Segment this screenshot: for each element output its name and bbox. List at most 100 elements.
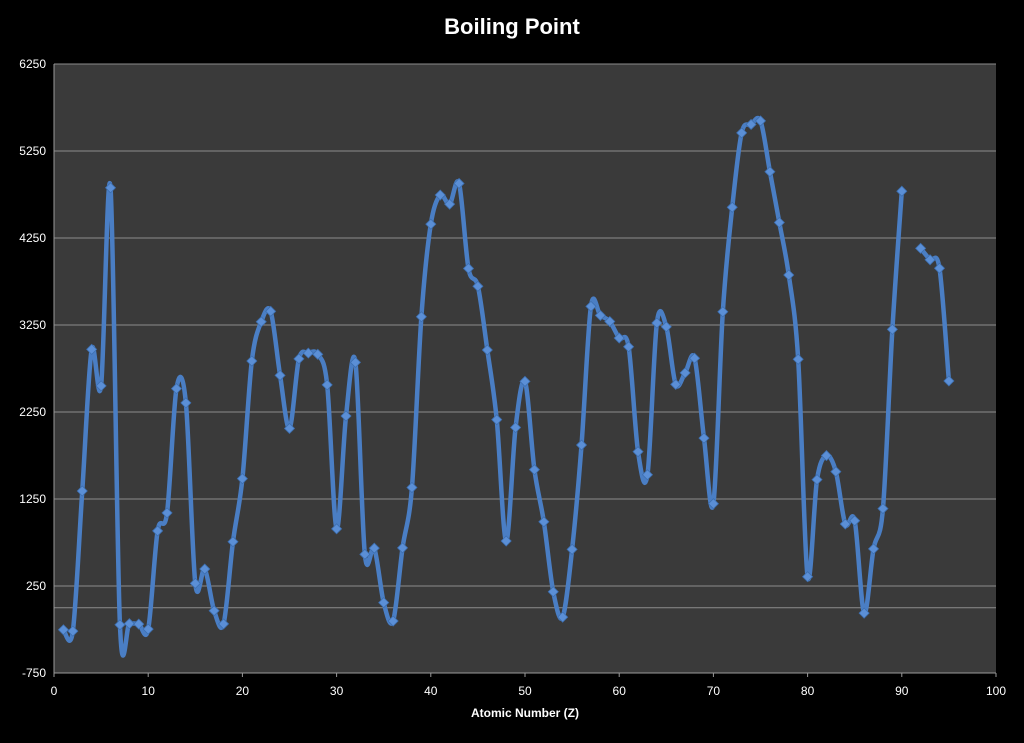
data-point bbox=[142, 623, 154, 635]
data-point bbox=[858, 607, 870, 619]
y-tick-label: 6250 bbox=[19, 57, 46, 71]
data-point bbox=[660, 321, 672, 333]
data-point bbox=[434, 189, 446, 201]
y-tick-label: 2250 bbox=[19, 405, 46, 419]
data-point bbox=[933, 262, 946, 274]
x-tick-label: 10 bbox=[142, 684, 156, 698]
data-point bbox=[924, 254, 936, 266]
data-point bbox=[283, 422, 296, 435]
data-point bbox=[726, 201, 738, 213]
data-point bbox=[378, 597, 390, 609]
data-point bbox=[86, 343, 98, 355]
data-point bbox=[349, 356, 362, 368]
y-tick-label: -750 bbox=[22, 666, 46, 680]
data-point bbox=[161, 507, 173, 519]
data-point bbox=[547, 586, 559, 598]
data-point bbox=[802, 571, 814, 583]
data-point bbox=[462, 262, 475, 275]
data-point bbox=[331, 523, 343, 535]
data-point bbox=[396, 542, 409, 554]
data-point bbox=[943, 375, 955, 387]
data-point bbox=[302, 347, 314, 359]
data-point bbox=[867, 543, 880, 555]
data-point bbox=[57, 624, 69, 636]
data-point bbox=[265, 305, 277, 317]
data-point bbox=[453, 177, 465, 190]
data-point bbox=[670, 378, 682, 390]
data-point bbox=[707, 498, 719, 510]
data-point bbox=[698, 432, 710, 444]
data-point bbox=[632, 446, 644, 458]
x-tick-label: 100 bbox=[986, 684, 1006, 698]
data-point bbox=[255, 316, 267, 328]
data-point bbox=[227, 536, 239, 548]
data-point bbox=[651, 317, 663, 329]
y-tick-label: 3250 bbox=[19, 318, 46, 332]
data-point bbox=[510, 421, 522, 434]
data-point bbox=[293, 353, 305, 365]
y-tick-label: 250 bbox=[26, 579, 46, 593]
data-point bbox=[406, 481, 418, 494]
data-point bbox=[180, 397, 192, 409]
data-point bbox=[95, 380, 107, 392]
y-tick-label: 5250 bbox=[19, 144, 46, 158]
x-tick-label: 60 bbox=[613, 684, 627, 698]
chart-title: Boiling Point bbox=[444, 14, 580, 39]
data-point bbox=[783, 269, 795, 281]
data-point bbox=[236, 473, 248, 485]
data-point bbox=[415, 311, 427, 323]
data-point bbox=[387, 615, 399, 627]
data-point bbox=[481, 344, 493, 356]
x-tick-label: 70 bbox=[707, 684, 721, 698]
data-point bbox=[312, 348, 324, 360]
data-point bbox=[538, 516, 550, 528]
data-point bbox=[321, 379, 333, 391]
data-point bbox=[246, 355, 258, 367]
x-tick-label: 0 bbox=[51, 684, 58, 698]
data-point bbox=[472, 280, 484, 292]
data-point bbox=[623, 341, 635, 353]
series-line bbox=[918, 246, 952, 384]
data-point bbox=[849, 515, 861, 527]
x-tick-label: 90 bbox=[895, 684, 909, 698]
data-point bbox=[585, 300, 597, 312]
y-tick-label: 4250 bbox=[19, 231, 46, 245]
data-point bbox=[76, 485, 88, 497]
y-tick-label: 1250 bbox=[19, 492, 46, 506]
data-point bbox=[114, 619, 126, 631]
data-point bbox=[604, 315, 616, 328]
data-point bbox=[839, 518, 851, 530]
data-point bbox=[886, 323, 898, 335]
data-point bbox=[641, 469, 654, 481]
data-point bbox=[736, 127, 748, 139]
data-point bbox=[359, 548, 371, 560]
data-point bbox=[274, 369, 286, 381]
data-point bbox=[123, 618, 135, 630]
data-point bbox=[519, 375, 531, 387]
data-point bbox=[152, 525, 164, 537]
data-point bbox=[444, 198, 456, 210]
data-point bbox=[208, 605, 220, 617]
data-point bbox=[528, 464, 540, 476]
x-tick-label: 20 bbox=[236, 684, 250, 698]
data-point bbox=[717, 306, 729, 318]
x-tick-label: 50 bbox=[518, 684, 532, 698]
data-point bbox=[189, 577, 201, 589]
data-point bbox=[688, 352, 701, 364]
data-point bbox=[792, 353, 804, 365]
data-point bbox=[566, 543, 578, 555]
data-point bbox=[133, 618, 145, 630]
data-point bbox=[491, 414, 503, 426]
data-point bbox=[217, 618, 230, 630]
x-tick-label: 80 bbox=[801, 684, 815, 698]
data-point bbox=[679, 367, 691, 379]
data-point bbox=[425, 218, 437, 230]
data-point bbox=[557, 611, 569, 623]
data-point bbox=[896, 185, 908, 197]
x-tick-label: 40 bbox=[424, 684, 438, 698]
plot-area bbox=[54, 64, 996, 673]
data-point bbox=[368, 542, 380, 554]
data-point bbox=[915, 242, 927, 254]
data-point bbox=[340, 410, 352, 422]
